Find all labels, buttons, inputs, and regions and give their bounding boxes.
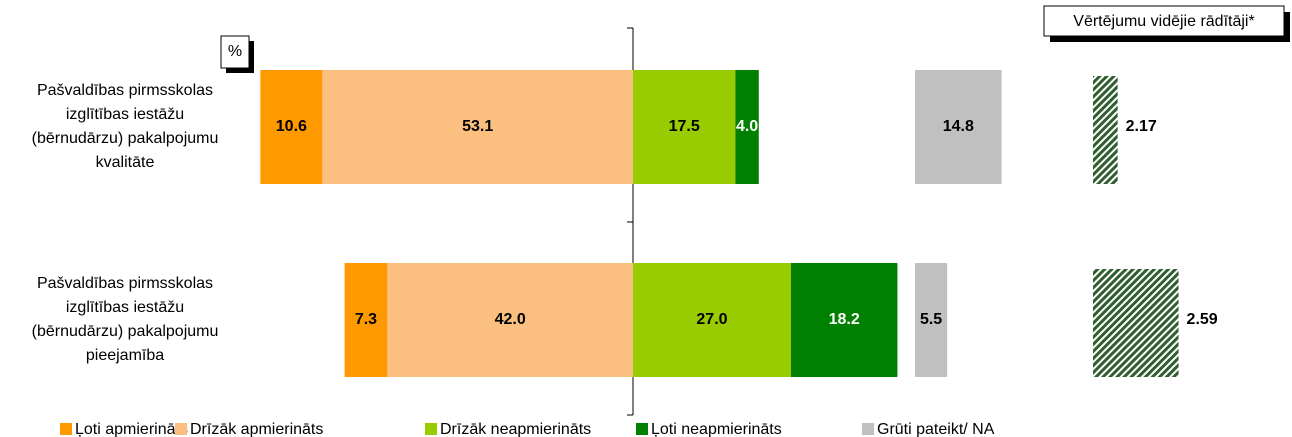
- value-label: 27.0: [696, 311, 727, 328]
- value-label: 7.3: [355, 311, 377, 328]
- bar-segment: [790, 263, 898, 377]
- legend-label: Grūti pateikt/ NA: [877, 421, 995, 437]
- bar-segment: [387, 263, 633, 377]
- value-label: 53.1: [462, 118, 493, 135]
- mean-bar: [1093, 76, 1118, 184]
- legend-swatch: [636, 423, 648, 435]
- value-label: 42.0: [495, 311, 526, 328]
- bar-segment: [260, 70, 323, 184]
- value-label: 17.5: [669, 118, 700, 135]
- value-label: 14.8: [943, 118, 974, 135]
- unit-box: [220, 35, 250, 69]
- legend-label: Ļoti neapmierināts: [651, 421, 782, 437]
- category-label: Pašvaldības pirmsskolas izglītības iestā…: [31, 82, 219, 171]
- category-label: Pašvaldības pirmsskolas izglītības iestā…: [31, 275, 219, 364]
- bar-segment: [735, 70, 759, 184]
- legend-swatch: [862, 423, 874, 435]
- bar-segment: [915, 70, 1002, 184]
- value-label: 18.2: [829, 311, 860, 328]
- legend-label: Drīzāk apmierināts: [190, 421, 323, 437]
- value-label: 5.5: [920, 311, 942, 328]
- legend-label: Drīzāk neapmierināts: [440, 421, 591, 437]
- bar-segment: [633, 70, 736, 184]
- bar-segment: [344, 263, 388, 377]
- legend-swatch: [60, 423, 72, 435]
- mean-bar: [1093, 269, 1179, 377]
- legend-label: Ļoti apmierināts: [75, 421, 188, 437]
- value-label: 4.0: [736, 118, 758, 135]
- legend-swatch: [425, 423, 437, 435]
- bar-segment: [633, 263, 791, 377]
- mean-label: 2.17: [1126, 118, 1157, 135]
- legend-swatch: [175, 423, 187, 435]
- bar-segment: [915, 263, 948, 377]
- mean-label: 2.59: [1187, 311, 1218, 328]
- means-box: [1043, 5, 1285, 37]
- means-title: Vērtējumu vidējie rādītāji*: [1073, 13, 1254, 30]
- unit-label: %: [228, 43, 242, 60]
- value-label: 10.6: [276, 118, 307, 135]
- bar-segment: [322, 70, 633, 184]
